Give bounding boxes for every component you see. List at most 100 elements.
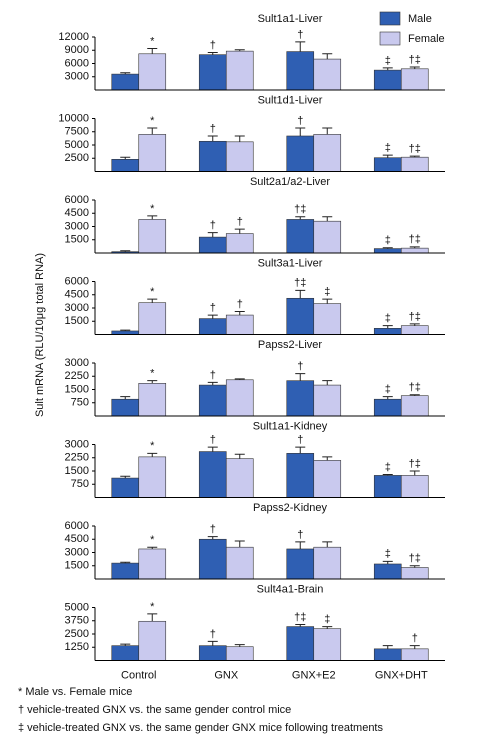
significance-marker: † (210, 220, 216, 232)
error-bar (295, 289, 306, 299)
error-bar (295, 127, 306, 136)
error-bar (207, 314, 218, 319)
significance-marker: ‡ (385, 548, 391, 560)
error-bar (234, 311, 245, 316)
bar (138, 134, 167, 172)
y-tick-label: 1500 (65, 234, 89, 246)
error-bar (322, 53, 333, 60)
error-bar (382, 154, 393, 158)
y-tick-label: 5000 (65, 139, 89, 151)
bar (111, 562, 140, 580)
error-bar (120, 396, 131, 400)
error-bar (322, 626, 333, 629)
significance-marker: † (297, 29, 303, 41)
y-tick-label: 3000 (65, 438, 89, 450)
bar (138, 53, 167, 91)
significance-marker: † (210, 302, 216, 314)
y-tick-label: 7500 (65, 126, 89, 138)
error-bar (322, 541, 333, 548)
significance-marker: †‡ (409, 382, 421, 394)
bar (400, 325, 429, 335)
bar (198, 384, 227, 417)
bar (286, 297, 315, 335)
error-bar (322, 298, 333, 304)
significance-marker: † (210, 628, 216, 640)
footnote: * Male vs. Female mice (18, 686, 132, 698)
y-axis-label: Sult mRNA (RLU/10μg total RNA) (34, 253, 46, 417)
panel-title: Sult4a1-Brain (257, 583, 324, 595)
bar (373, 69, 402, 91)
error-bar (234, 453, 245, 459)
legend-swatch (379, 31, 401, 46)
error-bar (382, 325, 393, 329)
error-bar (120, 561, 131, 564)
y-tick-label: 750 (71, 478, 89, 490)
bar (313, 58, 342, 91)
significance-marker: †‡ (409, 54, 421, 66)
bar (373, 328, 402, 335)
bar (313, 546, 342, 580)
error-bar (207, 51, 218, 55)
bar (400, 475, 429, 498)
bar (313, 384, 342, 417)
error-bar (147, 127, 158, 135)
error-bar (147, 613, 158, 622)
significance-marker: ‡ (324, 286, 330, 298)
significance-marker: †‡ (409, 143, 421, 155)
significance-marker: † (297, 434, 303, 446)
bar (225, 314, 254, 335)
y-tick-label: 2250 (65, 370, 89, 382)
error-bar (295, 623, 306, 627)
bar (313, 303, 342, 335)
error-bar (382, 645, 393, 649)
bar (313, 628, 342, 661)
y-tick-label: 3000 (65, 71, 89, 83)
y-tick-label: 1250 (65, 641, 89, 653)
error-bar (147, 215, 158, 220)
bar (373, 648, 402, 661)
panel-title: Sult2a1/a2-Liver (250, 176, 330, 188)
significance-marker: ‡ (385, 55, 391, 67)
significance-marker: † (210, 39, 216, 51)
significance-marker: ‡ (324, 613, 330, 625)
error-bar (382, 247, 393, 249)
footnote: † vehicle-treated GNX vs. the same gende… (18, 704, 291, 716)
bar (111, 398, 140, 417)
error-bar (295, 541, 306, 549)
error-bar (120, 643, 131, 646)
y-tick-label: 4500 (65, 533, 89, 545)
error-bar (409, 394, 420, 396)
significance-marker: † (210, 369, 216, 381)
y-tick-label: 5000 (65, 601, 89, 613)
y-tick-label: 1500 (65, 560, 89, 572)
error-bar (147, 380, 158, 384)
significance-marker: * (150, 286, 155, 298)
bar (198, 236, 227, 254)
bar (286, 219, 315, 254)
bar (400, 68, 429, 91)
bar (373, 563, 402, 580)
significance-marker: † (297, 361, 303, 373)
error-bar (234, 49, 245, 52)
significance-marker: †‡ (409, 553, 421, 565)
error-bar (120, 475, 131, 479)
significance-marker: † (210, 524, 216, 536)
error-bar (207, 232, 218, 238)
error-bar (234, 228, 245, 234)
significance-marker: †‡ (409, 234, 421, 246)
error-bar (295, 216, 306, 220)
y-tick-label: 4500 (65, 207, 89, 219)
significance-marker: † (210, 123, 216, 135)
error-bar (382, 474, 393, 476)
significance-marker: †‡ (409, 311, 421, 323)
error-bar (120, 156, 131, 160)
significance-marker: ‡ (385, 461, 391, 473)
significance-marker: * (150, 368, 155, 380)
bar (286, 548, 315, 580)
x-tick-label: GNX+E2 (292, 669, 336, 681)
bar (225, 141, 254, 172)
significance-marker: † (297, 115, 303, 127)
panel-title: Sult1d1-Liver (258, 94, 323, 106)
bar (111, 477, 140, 498)
significance-marker: * (150, 35, 155, 47)
